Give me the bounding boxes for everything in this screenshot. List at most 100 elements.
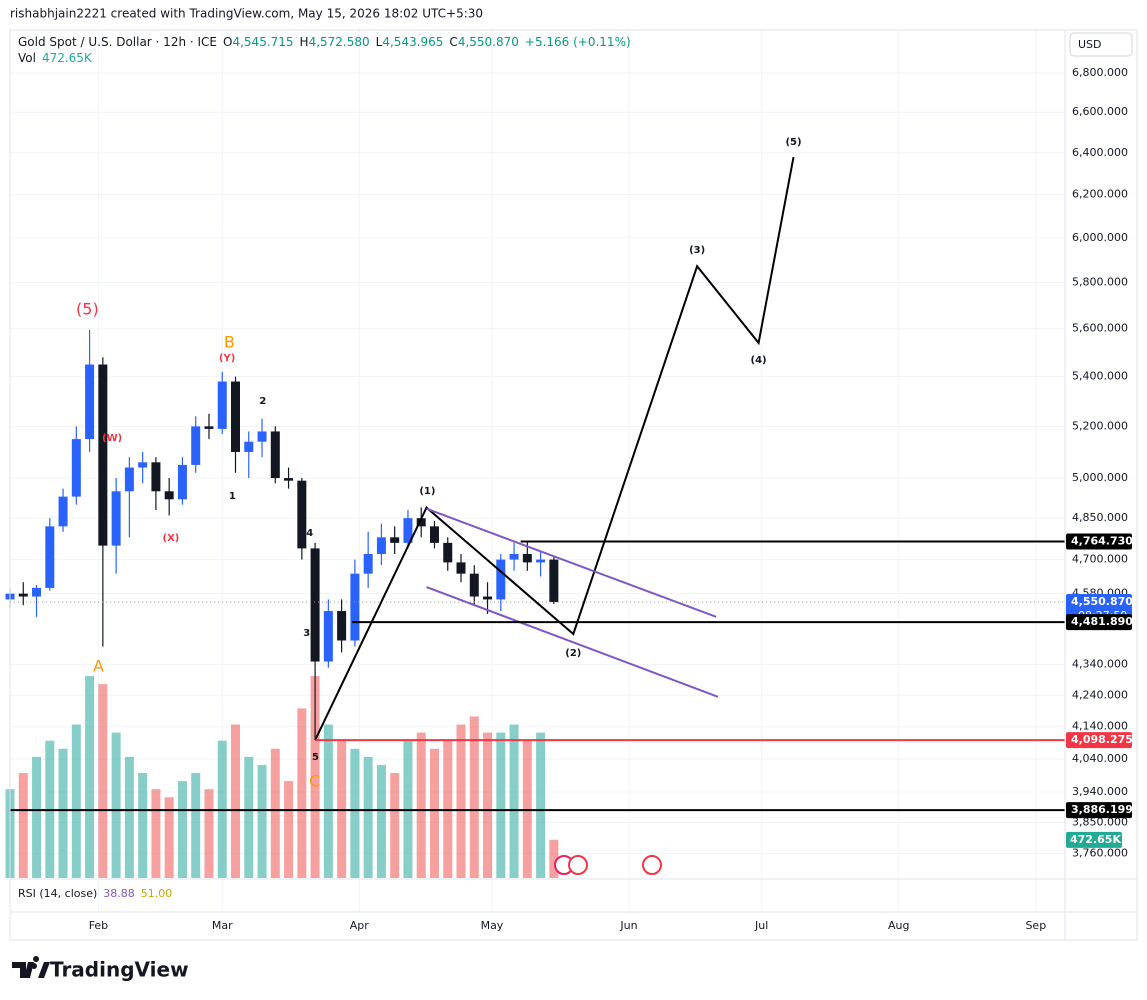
volume-text: 472.65K (42, 51, 93, 65)
logo-dot (31, 963, 37, 969)
candle-body (191, 426, 201, 465)
author-line: rishabhjain2221 created with TradingView… (10, 7, 483, 21)
x-tick-label: Jul (754, 919, 768, 932)
volume-bar (138, 773, 148, 878)
y-tick-label: 3,940.000 (1072, 785, 1128, 798)
volume-bar (376, 764, 386, 878)
volume-bar (257, 764, 267, 878)
drawing-line (426, 586, 719, 698)
volume-bar (390, 773, 400, 878)
volume-name: Vol (18, 51, 36, 65)
volume-bar (363, 756, 373, 878)
volume-bar (350, 748, 360, 878)
candle-body (284, 478, 294, 481)
y-tick-label: 4,340.000 (1072, 658, 1128, 671)
volume-bar (58, 748, 68, 878)
frame (9, 29, 1138, 941)
volume-label: 472.65K (1070, 833, 1121, 846)
x-tick-label: Apr (350, 919, 370, 932)
candle-body (32, 587, 42, 597)
field-name: H (300, 35, 309, 49)
wave-label: 1 (229, 491, 236, 502)
candle-body (350, 573, 360, 641)
indicator-name: RSI (14, close) (18, 887, 97, 900)
drawing-line (314, 156, 795, 741)
event-icon[interactable] (568, 855, 588, 875)
y-tick-label: 5,000.000 (1072, 471, 1128, 484)
candle-body (390, 537, 400, 543)
candle-body (138, 462, 148, 468)
wave-label: (Y) (219, 353, 235, 364)
grid (10, 30, 1065, 912)
field-name: O (223, 35, 232, 49)
field-name: L (376, 35, 383, 49)
event-icon[interactable] (642, 855, 662, 875)
volume-bar (244, 756, 254, 878)
x-tick-label: Feb (89, 919, 108, 932)
y-tick-label: 4,040.000 (1072, 752, 1128, 765)
legend: Gold Spot / U.S. Dollar · 12h · ICE O4,54… (18, 35, 631, 49)
wave-label: (5) (785, 137, 801, 148)
price-box (1066, 802, 1132, 819)
volume-bar (270, 748, 280, 878)
y-tick-label: 4,850.000 (1072, 511, 1128, 524)
volume-bar (177, 781, 187, 878)
field-value: 4,543.965 (382, 35, 443, 49)
wave-label: (5) (76, 300, 99, 319)
currency-box[interactable] (1069, 32, 1133, 57)
price-label: 4,481.890 (1071, 615, 1133, 628)
y-tick-label: 4,140.000 (1072, 720, 1128, 733)
candle-body (85, 364, 95, 440)
candle-body (337, 611, 347, 641)
price-label: 4,098.275 (1071, 733, 1133, 746)
volume-bar (496, 732, 506, 878)
field-value: 4,545.715 (232, 35, 293, 49)
wave-label: 5 (312, 752, 319, 763)
volume-bar (85, 676, 95, 878)
volume-bar (416, 732, 426, 878)
volume-bar (164, 797, 174, 878)
candle-body (363, 553, 373, 574)
y-tick-label: 6,200.000 (1072, 188, 1128, 201)
indicator: RSI (14, close) 38.88 51.00 (18, 887, 172, 900)
price-box (1066, 614, 1132, 631)
volume-bar (297, 708, 307, 878)
price-box (1066, 533, 1132, 550)
candle-body (522, 553, 532, 563)
candle-body (536, 559, 546, 563)
logo: TradingView (12, 956, 189, 982)
brand: TradingView (50, 958, 189, 982)
wave-label: C (309, 771, 320, 790)
candle-body (456, 562, 466, 574)
x-tick-label: Sep (1025, 919, 1046, 932)
event-icons[interactable] (554, 855, 662, 875)
candle-body (310, 548, 320, 662)
candle-body (257, 431, 267, 442)
logo-mark (12, 956, 40, 978)
volume-bar (483, 732, 493, 878)
wave-label: (3) (689, 245, 705, 256)
volume-box (1066, 831, 1122, 848)
volume-bar (310, 676, 320, 878)
volume-bar (284, 781, 294, 878)
y-tick-label: 5,800.000 (1072, 275, 1128, 288)
candle-body (164, 491, 174, 500)
y-tick-label: 6,800.000 (1072, 66, 1128, 79)
volume-bar (509, 724, 519, 878)
wave-label: (2) (565, 648, 581, 659)
candle-body (416, 518, 426, 527)
candle-body (231, 381, 241, 452)
price-label: 3,886.199 (1071, 803, 1133, 816)
indicator-value: 38.88 (103, 887, 135, 900)
candle-body (244, 441, 254, 452)
y-tick-label: 3,850.000 (1072, 815, 1128, 828)
wave-label: B (224, 332, 235, 351)
change: +5.166 (+0.11%) (525, 35, 631, 49)
candle-body (111, 491, 121, 546)
y-tick-label: 6,400.000 (1072, 146, 1128, 159)
y-tick-label: 5,200.000 (1072, 419, 1128, 432)
wave-label: (W) (102, 433, 122, 444)
volume-legend: Vol 472.65K (18, 51, 93, 65)
volume-bar (204, 789, 214, 878)
